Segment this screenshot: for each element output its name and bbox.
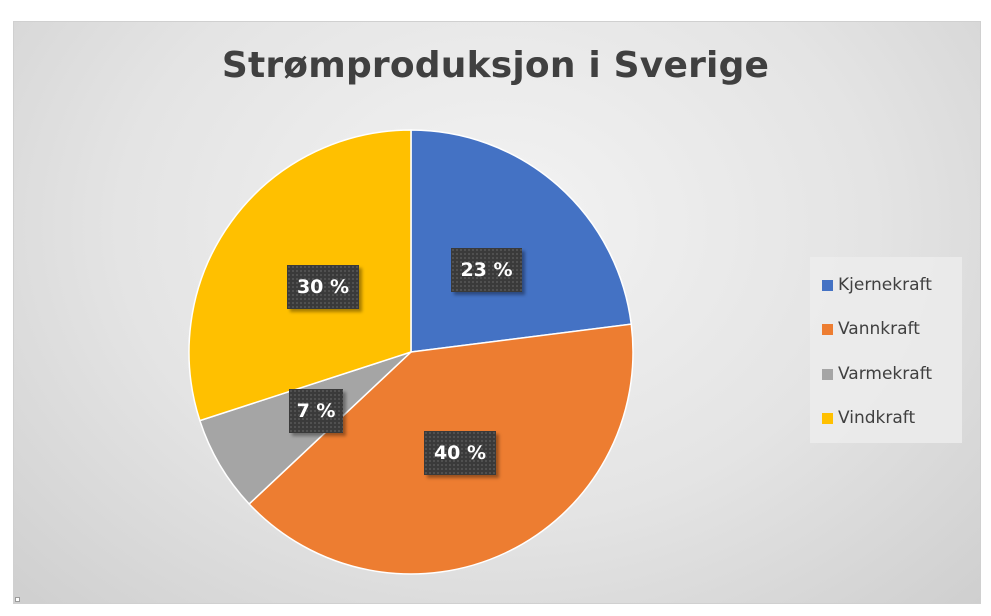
legend-label: Kjernekraft: [838, 275, 932, 295]
legend-label: Vindkraft: [838, 408, 916, 428]
legend-label: Vannkraft: [838, 319, 920, 339]
legend-item-vindkraft[interactable]: Vindkraft: [822, 407, 915, 429]
data-label-varmekraft: 7 %: [289, 389, 343, 433]
legend[interactable]: Kjernekraft Vannkraft Varmekraft Vindkra…: [810, 257, 962, 443]
legend-swatch: [822, 279, 833, 291]
legend-item-kjernekraft[interactable]: Kjernekraft: [822, 274, 932, 296]
legend-swatch: [822, 368, 833, 380]
legend-swatch: [822, 412, 833, 424]
data-label-kjernekraft: 23 %: [451, 248, 522, 292]
data-label-vindkraft: 30 %: [287, 265, 359, 309]
chart-title: Strømproduksjon i Sverige: [221, 45, 770, 86]
legend-swatch: [822, 323, 833, 335]
legend-item-vannkraft[interactable]: Vannkraft: [822, 318, 920, 340]
pie-slice-kjernekraft[interactable]: [410, 129, 633, 353]
data-label-vannkraft: 40 %: [424, 431, 496, 475]
legend-item-varmekraft[interactable]: Varmekraft: [822, 363, 932, 385]
resize-handle[interactable]: [15, 597, 20, 602]
legend-label: Varmekraft: [838, 364, 933, 384]
